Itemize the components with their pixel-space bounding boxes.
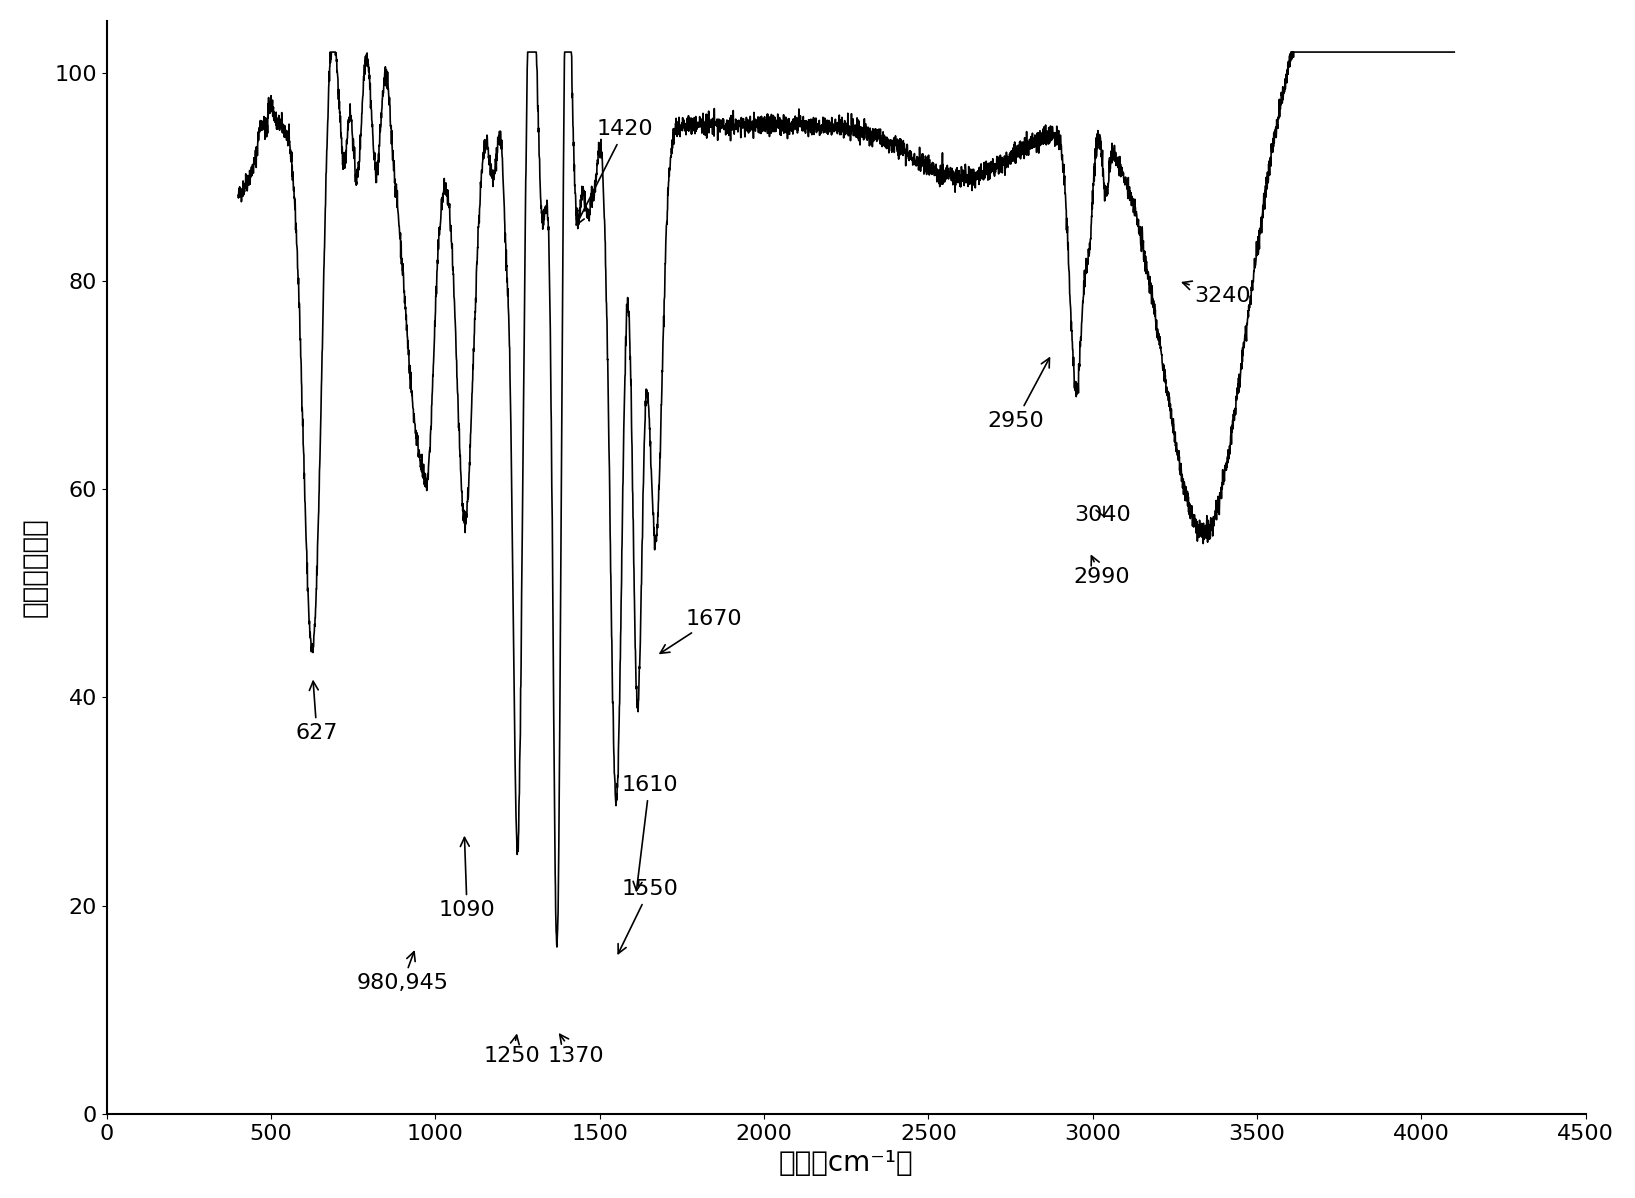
Y-axis label: 透光率（％）: 透光率（％） <box>21 518 49 617</box>
Text: 1610: 1610 <box>621 775 679 890</box>
X-axis label: 波数（cm⁻¹）: 波数（cm⁻¹） <box>778 1149 914 1178</box>
Text: 1370: 1370 <box>548 1034 603 1066</box>
Text: 3040: 3040 <box>1074 504 1131 525</box>
Text: 3240: 3240 <box>1182 282 1251 305</box>
Text: 2950: 2950 <box>988 358 1050 431</box>
Text: 1420: 1420 <box>576 120 652 225</box>
Text: 1670: 1670 <box>661 609 742 653</box>
Text: 1090: 1090 <box>438 837 495 920</box>
Text: 980,945: 980,945 <box>356 951 448 993</box>
Text: 2990: 2990 <box>1073 556 1130 587</box>
Text: 1250: 1250 <box>484 1035 541 1066</box>
Text: 1550: 1550 <box>618 879 679 954</box>
Text: 627: 627 <box>296 682 338 743</box>
